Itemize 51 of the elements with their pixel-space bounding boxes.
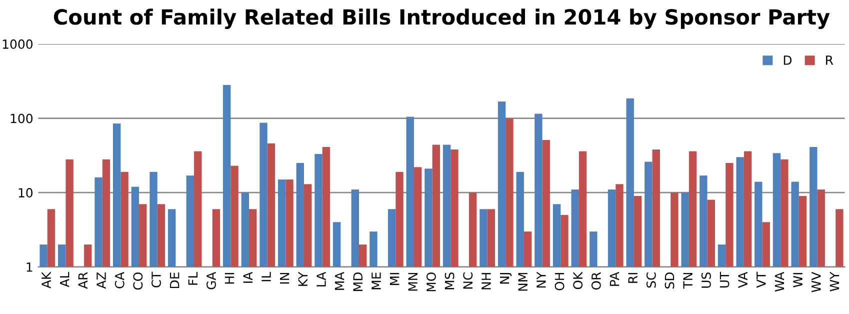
y-tick-label: 10 bbox=[18, 188, 33, 198]
x-tick-label: OH bbox=[554, 272, 564, 290]
y-tick-label: 100 bbox=[10, 114, 33, 124]
x-tick-label: CO bbox=[133, 272, 143, 290]
x-tick-label: NJ bbox=[500, 272, 512, 284]
x-tick-label: MI bbox=[390, 272, 400, 286]
x-tick-label: FL bbox=[188, 272, 198, 285]
x-tick-label: IN bbox=[280, 272, 290, 284]
x-tick-label: MS bbox=[444, 272, 454, 290]
x-tick-label: OK bbox=[573, 272, 583, 290]
x-tick-label: CT bbox=[152, 272, 161, 288]
y-tick-label: 1000 bbox=[2, 39, 33, 49]
x-tick-label: SC bbox=[646, 272, 656, 288]
x-tick-label: AZ bbox=[96, 272, 106, 289]
x-tick-label: CA bbox=[114, 272, 124, 288]
x-tick-label: KY bbox=[298, 272, 308, 286]
x-tick-label: RI bbox=[628, 272, 638, 283]
x-tick-label: NC bbox=[463, 272, 473, 289]
x-tick-label: UT bbox=[720, 272, 730, 288]
x-tick-label: DE bbox=[170, 272, 180, 288]
x-tick-label: HI bbox=[225, 272, 234, 284]
x-tick-label: US bbox=[701, 272, 711, 288]
x-tick-label: VA bbox=[738, 272, 748, 288]
x-tick-label: WA bbox=[774, 272, 784, 292]
y-tick-label: 1 bbox=[26, 262, 32, 272]
x-tick-label: PA bbox=[610, 272, 620, 286]
x-tick-label: AK bbox=[42, 272, 51, 288]
x-tick-label: WI bbox=[793, 272, 802, 288]
x-tick-label: OR bbox=[591, 272, 601, 290]
chart-title: Count of Family Related Bills Introduced in 2014 by Sponsor Party bbox=[54, 8, 830, 30]
x-tick-label: LA bbox=[316, 272, 326, 286]
x-tick-label: IA bbox=[243, 272, 252, 283]
x-tick-label: MD bbox=[353, 272, 362, 291]
x-tick-label: WY bbox=[830, 272, 840, 292]
x-tick-label: GA bbox=[206, 272, 216, 290]
x-tick-label: NH bbox=[482, 272, 491, 290]
x-tick-label: SD bbox=[664, 272, 674, 288]
x-tick-label: MA bbox=[334, 272, 344, 290]
x-tick-label: TN bbox=[683, 272, 692, 289]
x-tick-label: NM bbox=[518, 272, 528, 291]
x-tick-label: NY bbox=[536, 272, 546, 288]
x-tick-label: VT bbox=[756, 272, 766, 288]
x-tick-label: MN bbox=[408, 272, 418, 291]
x-tick-label: IL bbox=[262, 272, 271, 282]
x-tick-label: MO bbox=[426, 272, 436, 292]
x-tick-label: AL bbox=[60, 272, 70, 288]
legend-label: R bbox=[826, 56, 834, 65]
x-tick-label: WV bbox=[812, 272, 821, 292]
x-tick-label: ME bbox=[372, 272, 381, 290]
x-tick-label: AR bbox=[78, 272, 88, 289]
legend-label: D bbox=[784, 56, 792, 65]
